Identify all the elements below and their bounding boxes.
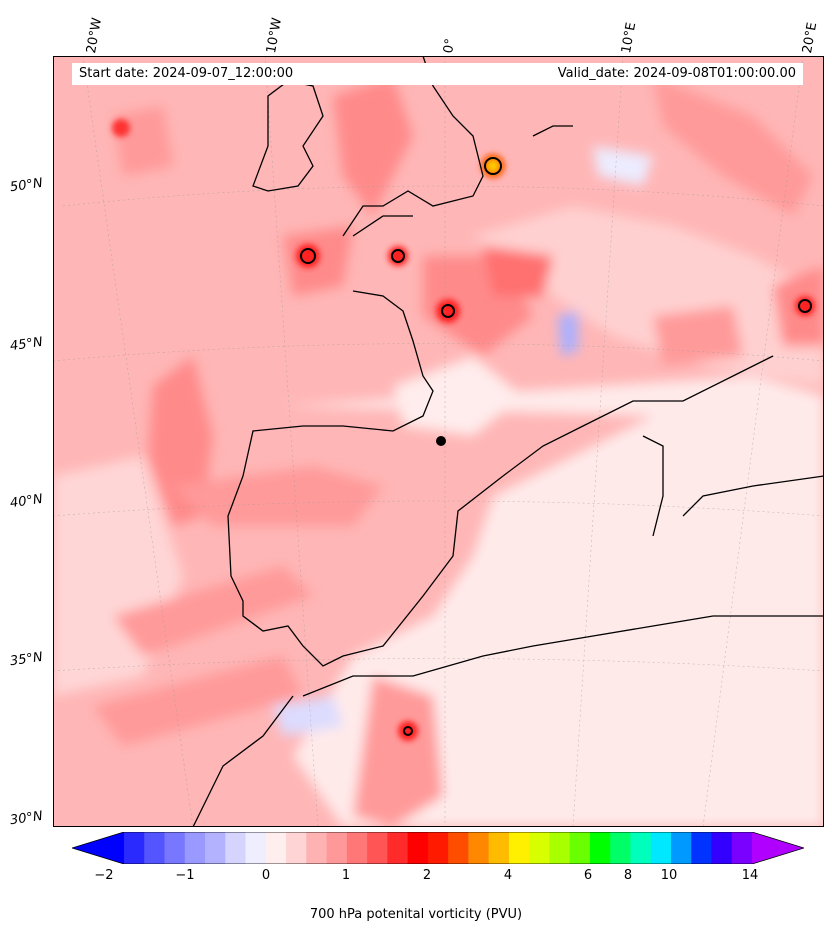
- colorbar-segment: [205, 832, 226, 864]
- colorbar-tick: 10: [660, 868, 678, 883]
- colorbar-segment: [346, 832, 368, 864]
- colorbar-segment: [731, 832, 753, 864]
- lat-label-50n: 50°N: [9, 175, 44, 196]
- colorbar-segment: [326, 832, 348, 864]
- colorbar-segment: [670, 832, 692, 864]
- colorbar-extend-high: [752, 832, 804, 864]
- colorbar-tick: 4: [503, 868, 513, 883]
- lat-label-30n: 30°N: [9, 808, 44, 829]
- colorbar-segment: [124, 832, 145, 864]
- colorbar-segment: [630, 832, 652, 864]
- colorbar-ticks: −2 −1 0 1 2 4 6 8 10 14: [0, 868, 832, 888]
- colorbar-segment: [529, 832, 550, 864]
- colorbar-segment: [407, 832, 429, 864]
- colorbar-tick: 0: [261, 868, 271, 883]
- marker-dot: [436, 436, 446, 446]
- lon-label-20w: 20°W: [84, 16, 106, 55]
- lon-label-10e: 10°E: [619, 21, 640, 55]
- date-info-bar: [72, 63, 803, 85]
- colorbar-segment: [144, 832, 166, 864]
- lat-label-35n: 35°N: [9, 649, 44, 670]
- colorbar-title: 700 hPa potenital vorticity (PVU): [309, 907, 523, 922]
- colorbar-tick: 6: [583, 868, 593, 883]
- colorbar-segment: [488, 832, 510, 864]
- colorbar-segment: [245, 832, 267, 864]
- colorbar-tick: −1: [175, 868, 195, 883]
- map-border: [53, 56, 824, 827]
- colorbar-tick: −2: [94, 868, 114, 883]
- valid-date-label: Valid_date: 2024-09-08T01:00:00.00: [557, 66, 796, 81]
- colorbar-segment: [367, 832, 388, 864]
- coastlines: [192, 56, 824, 827]
- colorbar-segment: [286, 832, 307, 864]
- colorbar-segment: [549, 832, 571, 864]
- colorbar-segment: [610, 832, 631, 864]
- colorbar-segment: [184, 832, 206, 864]
- colorbar-tick: 8: [623, 868, 633, 883]
- colorbar-segment: [691, 832, 712, 864]
- pv-contours: [300, 157, 812, 736]
- colorbar-tick: 1: [341, 868, 351, 883]
- colorbar-segment: [164, 832, 186, 864]
- colorbar-segment: [387, 832, 409, 864]
- pv-field: [53, 76, 824, 827]
- colorbar-segment: [448, 832, 469, 864]
- colorbar-segment: [569, 832, 591, 864]
- colorbar-tick: 2: [422, 868, 432, 883]
- lon-label-0: 0°: [441, 37, 459, 55]
- colorbar-segment: [427, 832, 449, 864]
- pv-map: [53, 56, 824, 827]
- colorbar-extend-low: [72, 832, 124, 864]
- lat-label-40n: 40°N: [9, 491, 44, 512]
- colorbar-segment: [265, 832, 287, 864]
- colorbar-segment: [650, 832, 672, 864]
- colorbar-segment: [508, 832, 530, 864]
- colorbar: [72, 832, 804, 864]
- lon-label-10w: 10°W: [264, 16, 286, 55]
- lon-label-20e: 20°E: [800, 21, 821, 55]
- colorbar-segment: [306, 832, 328, 864]
- colorbar-segment: [225, 832, 247, 864]
- start-date-label: Start date: 2024-09-07_12:00:00: [79, 66, 294, 81]
- colorbar-tick: 14: [741, 868, 759, 883]
- lat-label-45n: 45°N: [9, 334, 44, 355]
- colorbar-segment: [589, 832, 611, 864]
- colorbar-segment: [711, 832, 733, 864]
- colorbar-segment: [468, 832, 490, 864]
